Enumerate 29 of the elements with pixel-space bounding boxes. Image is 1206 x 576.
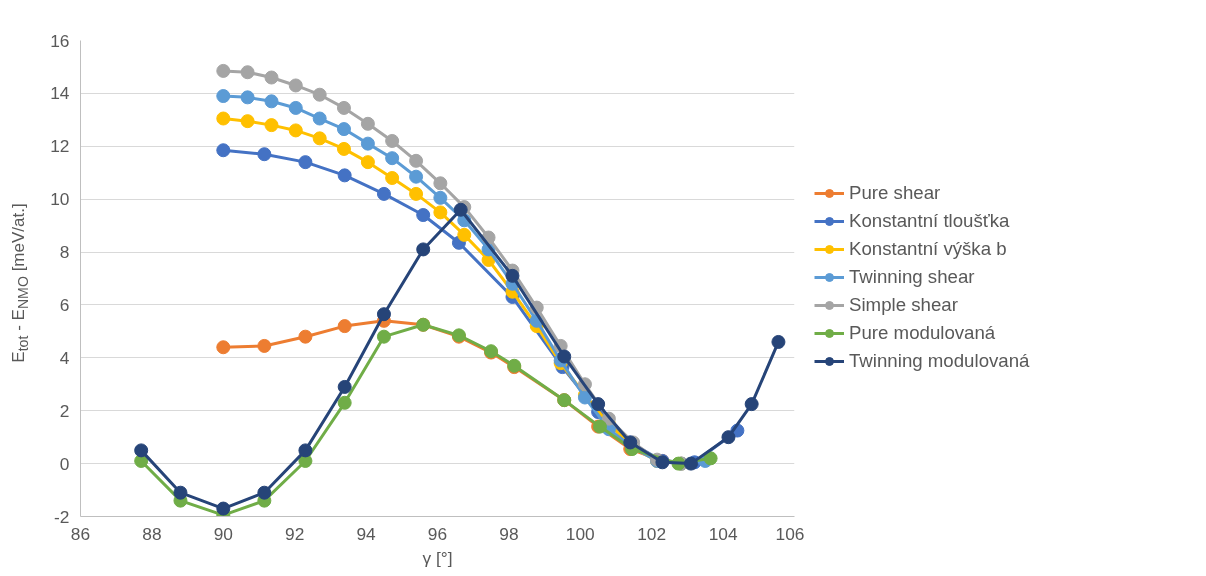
x-tick-label: 86	[70, 523, 91, 544]
legend-label: Simple shear	[849, 294, 958, 316]
y-tick-label: 10	[50, 189, 70, 210]
x-tick-label: 102	[637, 523, 667, 544]
y-tick-label: 14	[50, 83, 70, 104]
legend-label: Twinning shear	[849, 266, 975, 288]
y-tick-label: 6	[59, 294, 70, 315]
legend-label: Konstantní tloušťka	[849, 210, 1010, 232]
y-tick-label: 16	[50, 30, 70, 51]
y-tick-label: -2	[54, 506, 70, 527]
x-tick-label: 92	[285, 523, 305, 544]
legend-label: Pure modulovaná	[849, 322, 996, 344]
x-tick-label: 104	[708, 523, 738, 544]
x-tick-label: 106	[775, 523, 805, 544]
x-tick-label: 96	[427, 523, 448, 544]
y-tick-label: 12	[50, 136, 70, 157]
y-tick-label: 4	[59, 347, 70, 368]
x-tick-label: 100	[565, 523, 595, 544]
legend-label: Twinning modulovaná	[849, 350, 1030, 372]
y-tick-label: 0	[59, 453, 70, 474]
x-tick-label: 94	[356, 523, 377, 544]
x-tick-label: 98	[499, 523, 519, 544]
legend-label: Pure shear	[849, 182, 941, 204]
x-tick-label: 88	[142, 523, 162, 544]
y-tick-label: 2	[59, 400, 70, 421]
x-tick-label: 90	[213, 523, 233, 544]
x-axis-title: γ [°]	[422, 547, 453, 568]
legend-label: Konstantní výška b	[849, 238, 1007, 260]
y-tick-label: 8	[59, 242, 70, 263]
